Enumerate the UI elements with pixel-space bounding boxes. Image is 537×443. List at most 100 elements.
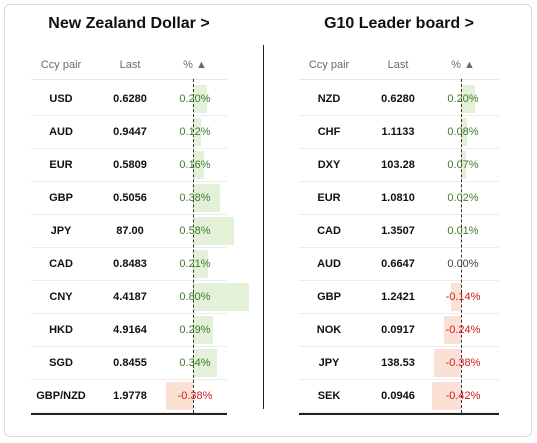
table-row[interactable]: SEK 0.0946 -0.42%	[299, 380, 499, 413]
table-row[interactable]: NZD 0.6280 0.20%	[299, 83, 499, 116]
column-header-pair: Ccy pair	[308, 59, 350, 71]
table-row[interactable]: SGD 0.8455 0.34%	[31, 347, 227, 380]
pct-change-cell: -0.38%	[177, 390, 213, 402]
ccy-pair-cell: JPY	[50, 225, 72, 237]
ccy-pair-cell: GBP	[317, 291, 341, 303]
table-row[interactable]: GBP 0.5056 0.38%	[31, 182, 227, 215]
table-row[interactable]: AUD 0.9447 0.12%	[31, 116, 227, 149]
ccy-pair-cell: USD	[49, 93, 73, 105]
row-divider	[299, 214, 499, 215]
pct-change-cell: -0.38%	[445, 357, 481, 369]
column-header-pct-sort[interactable]: % ▲	[451, 59, 475, 71]
row-divider	[299, 181, 499, 182]
table-bottom-rule	[31, 413, 227, 415]
pct-change-cell: 0.29%	[179, 324, 211, 336]
column-header-last: Last	[119, 59, 141, 71]
column-header-pct-sort[interactable]: % ▲	[183, 59, 207, 71]
change-bar	[461, 85, 475, 113]
row-divider	[299, 148, 499, 149]
row-divider	[31, 181, 227, 182]
ccy-pair-cell: JPY	[318, 357, 340, 369]
table-row[interactable]: DXY 103.28 0.07%	[299, 149, 499, 182]
last-price-cell: 0.8455	[113, 357, 147, 369]
zero-baseline	[193, 79, 194, 413]
column-header-last: Last	[387, 59, 409, 71]
pct-change-cell: 0.07%	[447, 159, 479, 171]
change-bar	[193, 184, 220, 212]
pct-change-cell: 0.38%	[179, 192, 211, 204]
last-price-cell: 1.2421	[381, 291, 415, 303]
ccy-pair-cell: NZD	[317, 93, 341, 105]
nzd-panel-title-link[interactable]: New Zealand Dollar >	[48, 15, 210, 32]
panel-divider	[263, 45, 264, 409]
g10-panel-title-link[interactable]: G10 Leader board >	[324, 15, 474, 32]
table-row[interactable]: EUR 0.5809 0.16%	[31, 149, 227, 182]
change-bar	[193, 250, 208, 278]
change-bar	[434, 349, 461, 377]
table-row[interactable]: CAD 0.8483 0.21%	[31, 248, 227, 281]
pct-change-cell: 0.01%	[447, 225, 479, 237]
table-row[interactable]: USD 0.6280 0.20%	[31, 83, 227, 116]
last-price-cell: 0.5056	[113, 192, 147, 204]
table-row[interactable]: CNY 4.4187 0.80%	[31, 281, 249, 314]
row-divider	[31, 247, 227, 248]
table-row[interactable]: JPY 138.53 -0.38%	[299, 347, 499, 380]
last-price-cell: 0.0946	[381, 390, 415, 402]
row-divider	[31, 214, 227, 215]
row-divider	[299, 346, 499, 347]
column-header-pair: Ccy pair	[40, 59, 82, 71]
row-divider	[31, 379, 227, 380]
change-bar	[193, 118, 202, 146]
last-price-cell: 1.0810	[381, 192, 415, 204]
row-divider	[31, 412, 227, 413]
pct-change-cell: 0.21%	[179, 258, 211, 270]
ccy-pair-cell: CAD	[49, 258, 73, 270]
row-divider	[299, 379, 499, 380]
last-price-cell: 103.28	[381, 159, 415, 171]
zero-baseline	[461, 79, 462, 413]
change-bar	[193, 217, 234, 245]
widget-frame: New Zealand Dollar > Ccy pair Last % ▲ U…	[4, 4, 532, 437]
table-row[interactable]: GBP/NZD 1.9778 -0.38%	[31, 380, 227, 413]
ccy-pair-cell: GBP	[49, 192, 73, 204]
last-price-cell: 138.53	[381, 357, 415, 369]
ccy-pair-cell: CNY	[49, 291, 73, 303]
table-row[interactable]: AUD 0.6647 0.00%	[299, 248, 499, 281]
row-divider	[299, 280, 499, 281]
change-bar	[193, 349, 217, 377]
pct-change-cell: 0.02%	[447, 192, 479, 204]
last-price-cell: 4.4187	[113, 291, 147, 303]
last-price-cell: 0.6280	[113, 93, 147, 105]
table-row[interactable]: JPY 87.00 0.58%	[31, 215, 234, 248]
pct-change-cell: 0.80%	[179, 291, 211, 303]
row-divider	[299, 313, 499, 314]
change-bar	[166, 382, 193, 410]
table-row[interactable]: GBP 1.2421 -0.14%	[299, 281, 499, 314]
pct-change-cell: -0.24%	[445, 324, 481, 336]
row-divider	[299, 115, 499, 116]
pct-change-cell: 0.12%	[179, 126, 211, 138]
last-price-cell: 0.6647	[381, 258, 415, 270]
table-bottom-rule	[299, 413, 499, 415]
table-row[interactable]: NOK 0.0917 -0.24%	[299, 314, 499, 347]
change-bar	[431, 382, 461, 410]
table-row[interactable]: CHF 1.1133 0.08%	[299, 116, 499, 149]
row-divider	[31, 346, 227, 347]
change-bar	[461, 151, 466, 179]
last-price-cell: 87.00	[116, 225, 144, 237]
ccy-pair-cell: CAD	[317, 225, 341, 237]
pct-change-cell: -0.14%	[445, 291, 481, 303]
change-bar	[193, 85, 207, 113]
last-price-cell: 0.0917	[381, 324, 415, 336]
ccy-pair-cell: EUR	[317, 192, 341, 204]
pct-change-cell: 0.20%	[179, 93, 211, 105]
row-divider	[299, 247, 499, 248]
ccy-pair-cell: CHF	[317, 126, 341, 138]
change-bar	[193, 316, 214, 344]
row-divider	[31, 280, 227, 281]
table-row[interactable]: EUR 1.0810 0.02%	[299, 182, 499, 215]
table-row[interactable]: HKD 4.9164 0.29%	[31, 314, 227, 347]
last-price-cell: 0.9447	[113, 126, 147, 138]
table-row[interactable]: CAD 1.3507 0.01%	[299, 215, 499, 248]
change-bar	[461, 118, 467, 146]
